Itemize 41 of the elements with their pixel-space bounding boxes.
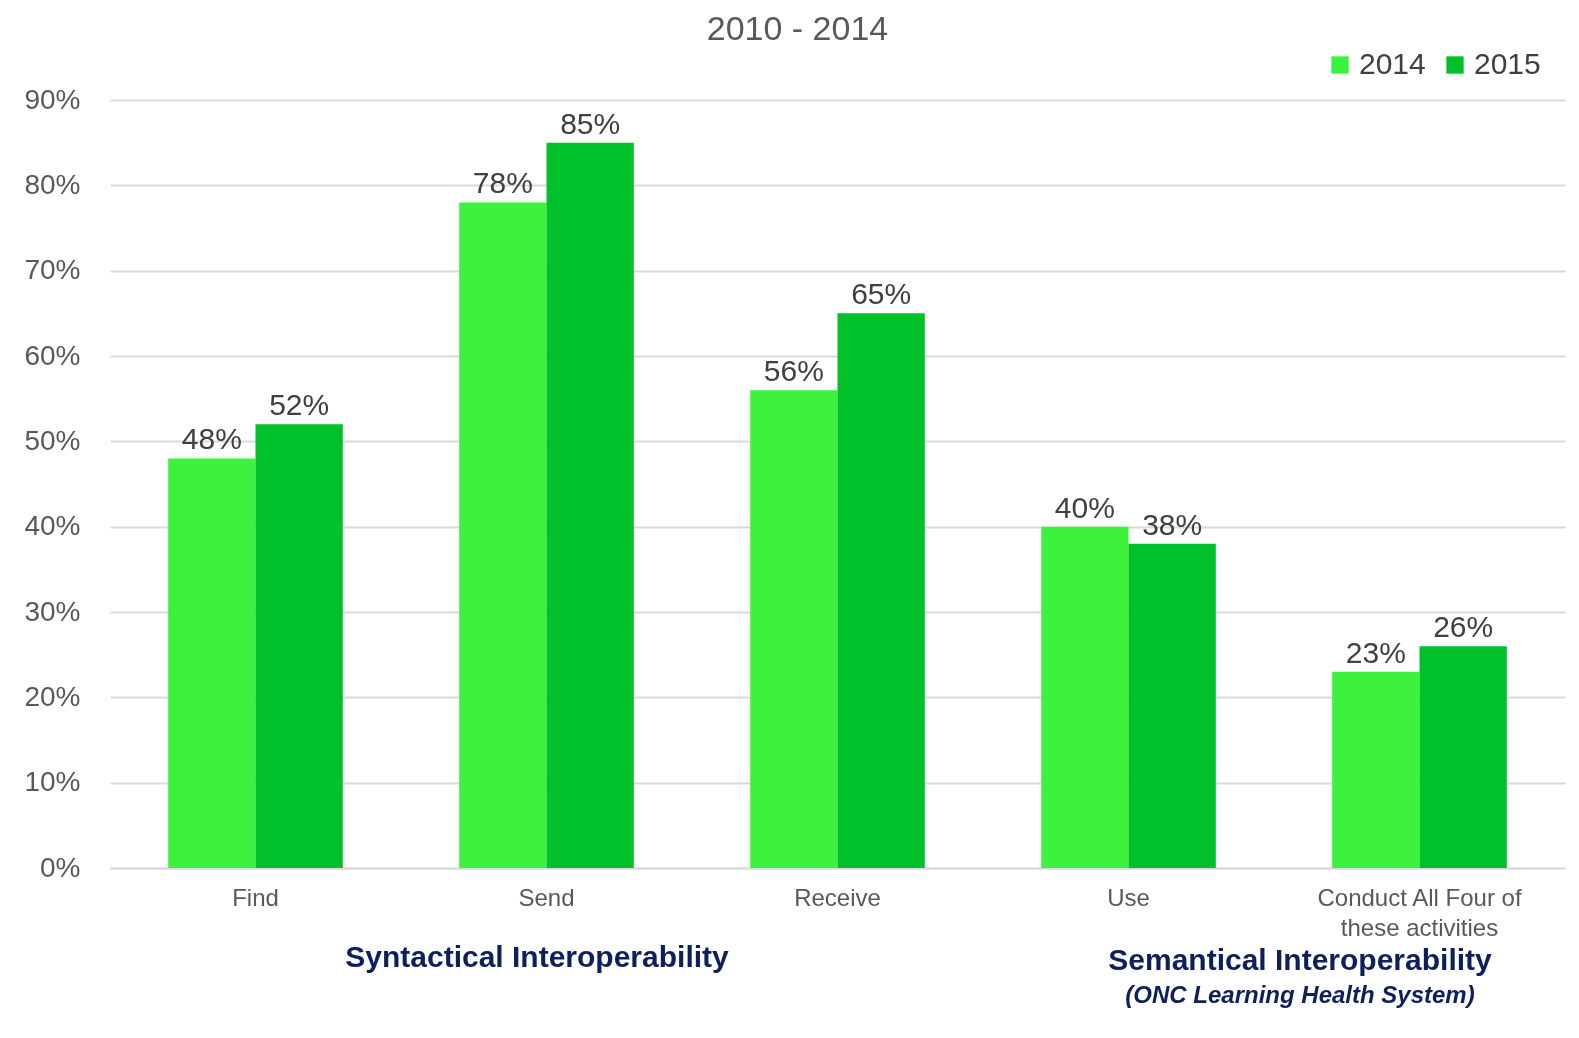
bar [546, 142, 634, 868]
text: Syntactical Interoperability [345, 940, 730, 973]
data-label: 23% [1345, 635, 1406, 669]
bar [1332, 671, 1420, 868]
y-tick-label: 60% [24, 339, 81, 371]
data-label: 85% [560, 106, 621, 140]
data-label: 65% [851, 277, 912, 311]
data-label: 26% [1433, 610, 1494, 644]
data-label: 52% [269, 388, 330, 422]
data-label: 56% [763, 354, 824, 388]
data-label: 38% [1142, 507, 1203, 541]
y-tick-label: 80% [24, 168, 81, 200]
bar [1419, 646, 1507, 868]
x-tick-label: Receive [794, 883, 881, 911]
bar [255, 424, 343, 868]
y-tick-label: 70% [24, 254, 81, 286]
bar [750, 390, 838, 868]
text: Semantical Interoperability [1108, 943, 1493, 976]
y-tick-label: 40% [24, 510, 81, 542]
y-tick-label: 90% [24, 83, 81, 115]
y-tick-label: 0% [40, 851, 81, 883]
data-label: 78% [472, 166, 533, 200]
bar [1128, 543, 1216, 868]
data-label: 40% [1054, 490, 1115, 524]
chart-title: 2010 - 2014 [706, 9, 889, 47]
bar [1041, 526, 1129, 868]
y-tick-label: 10% [24, 766, 81, 798]
y-tick-label: 20% [24, 680, 81, 712]
bar [168, 458, 256, 868]
x-tick-label: Send [518, 883, 575, 911]
y-tick-label: 30% [24, 595, 81, 627]
data-label: 48% [181, 422, 242, 456]
bar [459, 202, 547, 868]
x-tick-label: Use [1107, 883, 1150, 911]
y-tick-label: 50% [24, 424, 81, 456]
x-tick-label: Conduct All Four of these activities [1317, 883, 1522, 941]
x-tick-label: Find [232, 883, 279, 911]
legend-label: 2015 [1474, 47, 1541, 80]
legend-label: 2014 [1359, 47, 1426, 80]
bar [837, 313, 925, 868]
text: (ONC Learning Health System) [1125, 981, 1475, 1008]
